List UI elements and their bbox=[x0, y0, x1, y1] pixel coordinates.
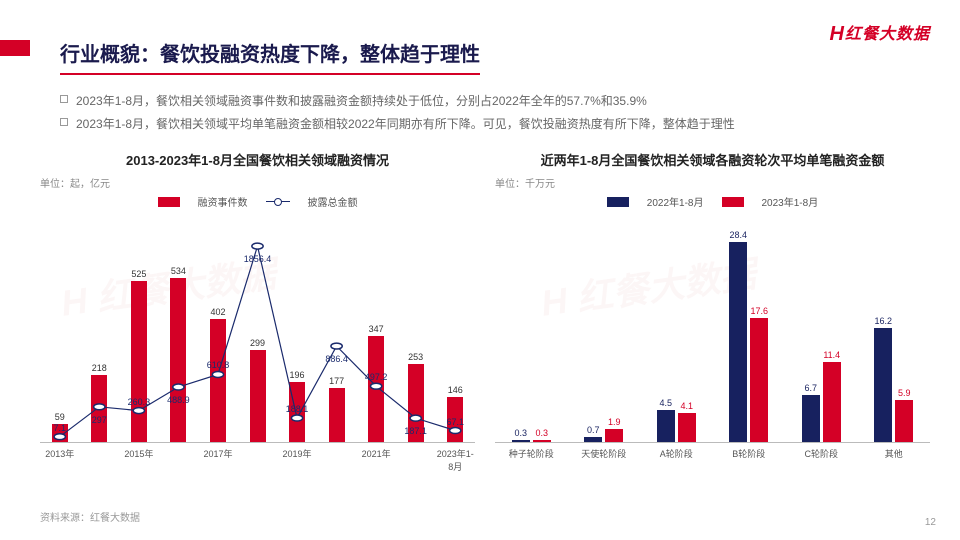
left-chart-unit: 单位：起，亿元 bbox=[40, 175, 475, 190]
bar: 0.7 bbox=[584, 437, 602, 442]
right-plot-area: 0.30.3 0.71.9 4.54.1 28.417.6 6.711.4 16.25.9 bbox=[495, 213, 930, 443]
bar: 0.3 bbox=[512, 440, 530, 442]
legend-line-swatch bbox=[266, 201, 290, 202]
right-chart: 近两年1-8月全国餐饮相关领域各融资轮次平均单笔融资金额 单位：千万元 2022… bbox=[495, 150, 930, 510]
bar: 0.3 bbox=[533, 440, 551, 442]
source-note: 资料来源：红餐大数据 bbox=[40, 509, 140, 524]
bar: 11.4 bbox=[823, 362, 841, 442]
accent-stripe bbox=[0, 40, 30, 56]
legend-bar-swatch bbox=[158, 197, 180, 207]
left-chart: 2013-2023年1-8月全国餐饮相关领域融资情况 单位：起，亿元 融资事件数… bbox=[40, 150, 475, 510]
bar: 17.6 bbox=[750, 318, 768, 442]
right-chart-legend: 2022年1-8月 2023年1-8月 bbox=[495, 194, 930, 209]
legend-s1-swatch bbox=[607, 197, 629, 207]
left-chart-title: 2013-2023年1-8月全国餐饮相关领域融资情况 bbox=[40, 150, 475, 169]
left-plot-area: 59218525534402299196177347253146 7.12972… bbox=[40, 213, 475, 443]
bullet-list: 2023年1-8月，餐饮相关领域融资事件数和披露融资金额持续处于低位，分别占20… bbox=[60, 90, 920, 136]
bullet-1: 2023年1-8月，餐饮相关领域融资事件数和披露融资金额持续处于低位，分别占20… bbox=[76, 90, 647, 113]
bar: 4.1 bbox=[678, 413, 696, 442]
right-chart-title: 近两年1-8月全国餐饮相关领域各融资轮次平均单笔融资金额 bbox=[495, 150, 930, 169]
legend-s2-swatch bbox=[722, 197, 744, 207]
bar: 1.9 bbox=[605, 429, 623, 442]
page-title: 行业概貌：餐饮投融资热度下降，整体趋于理性 bbox=[60, 38, 480, 75]
bar: 16.2 bbox=[874, 328, 892, 442]
bullet-2: 2023年1-8月，餐饮相关领域平均单笔融资金额相较2022年同期亦有所下降。可… bbox=[76, 113, 735, 136]
right-chart-unit: 单位：千万元 bbox=[495, 175, 930, 190]
bar: 6.7 bbox=[802, 395, 820, 442]
bar: 5.9 bbox=[895, 400, 913, 442]
brand-logo: H红餐大数据 bbox=[830, 20, 930, 46]
page-number: 12 bbox=[925, 517, 936, 528]
bar: 28.4 bbox=[729, 242, 747, 442]
bar: 4.5 bbox=[657, 410, 675, 442]
left-chart-legend: 融资事件数 披露总金额 bbox=[40, 194, 475, 209]
